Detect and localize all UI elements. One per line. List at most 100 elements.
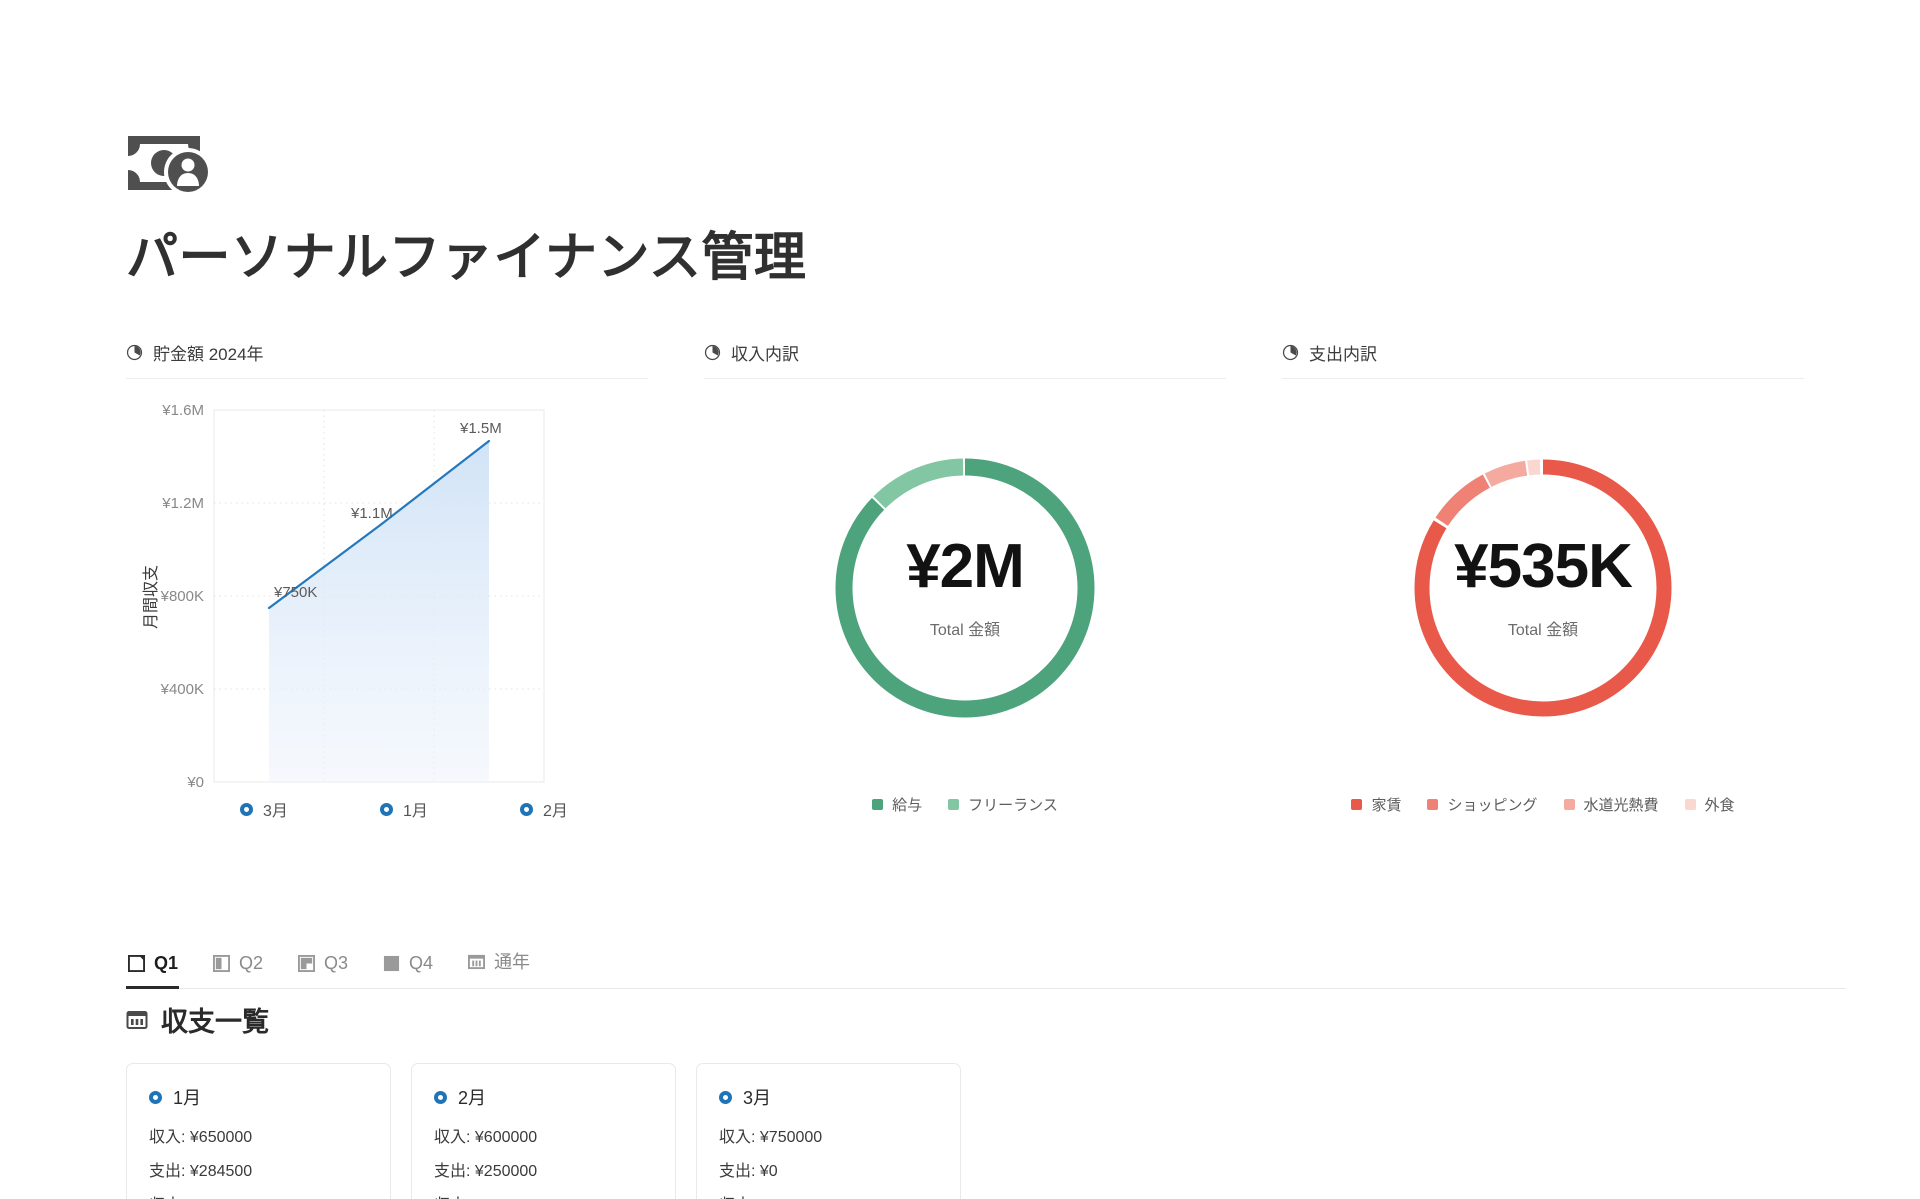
card-balance: 収支: ¥350000: [434, 1198, 653, 1199]
panel-income: 収入内訳 ¥2M Total 金額: [704, 340, 1226, 837]
tab-label: 通年: [494, 952, 531, 972]
panel-savings: 貯金額 2024年 ¥1.6M ¥1.2M ¥800K ¥400K ¥0 月間収…: [126, 340, 648, 837]
ring-marker-icon: [434, 1090, 447, 1104]
panel-expense: 支出内訳 ¥535K Total 金額: [1282, 340, 1804, 837]
panel-expense-header: 支出内訳: [1282, 340, 1804, 379]
legend-swatch-icon: [1563, 799, 1575, 810]
legend-item-rent[interactable]: 家賃: [1351, 794, 1401, 815]
legend-swatch-icon: [1427, 799, 1439, 810]
panel-income-header: 収入内訳: [704, 340, 1226, 379]
panel-income-title: 収入内訳: [731, 345, 799, 364]
legend-label: 家賃: [1371, 797, 1402, 814]
point-label: ¥1.5M: [459, 420, 502, 437]
ring-marker-icon: [240, 802, 253, 816]
legend-item-dining[interactable]: 外食: [1684, 794, 1735, 815]
line-chart-legend: 3月 1月 2月: [212, 797, 632, 821]
card-expense: 支出: ¥0: [719, 1163, 778, 1180]
monthly-cards: 1月 収入: ¥650000 支出: ¥284500 収支: ¥365500 2…: [126, 1063, 961, 1199]
list-item[interactable]: 2月 収入: ¥600000 支出: ¥250000 収支: ¥350000: [411, 1063, 676, 1199]
calendar-icon: [468, 953, 486, 970]
legend-item-utilities[interactable]: 水道光熱費: [1563, 794, 1659, 815]
clock-pie-icon: [126, 344, 143, 361]
y-axis-label: 月間収支: [142, 565, 160, 629]
panel-savings-title: 貯金額 2024年: [153, 345, 264, 364]
card-month: 2月: [458, 1088, 487, 1108]
legend-label: 1月: [403, 803, 428, 820]
ring-marker-icon: [380, 802, 393, 816]
list-item[interactable]: 3月 収入: ¥750000 支出: ¥0 収支: ¥750000: [696, 1063, 961, 1199]
ring-marker-icon: [520, 802, 533, 816]
transactions-section-title: 収支一覧: [126, 1000, 269, 1039]
quarter-1-icon: [128, 955, 145, 972]
legend-label: 給与: [892, 797, 923, 814]
expense-slice-rent: [1414, 459, 1672, 717]
series-line: [267, 439, 491, 610]
legend-swatch-icon: [1684, 799, 1696, 810]
calendar-grid-icon: [126, 1009, 148, 1031]
legend-item-freelance[interactable]: フリーランス: [948, 794, 1058, 815]
income-legend: 給与 フリーランス: [704, 794, 1226, 815]
panels-row: 貯金額 2024年 ¥1.6M ¥1.2M ¥800K ¥400K ¥0 月間収…: [126, 340, 1846, 837]
ytick-label: ¥800K: [160, 588, 204, 605]
card-month: 1月: [173, 1088, 202, 1108]
tab-q3[interactable]: Q3: [296, 953, 365, 988]
card-balance: 収支: ¥365500: [149, 1198, 368, 1199]
card-income: 収入: ¥650000: [149, 1129, 253, 1146]
page-header: パーソナルファイナンス管理: [126, 132, 806, 287]
ytick-label: ¥1.2M: [161, 495, 204, 512]
tab-q2[interactable]: Q2: [211, 953, 280, 988]
legend-item[interactable]: 2月: [492, 797, 632, 821]
expense-legend: 家賃 ショッピング 水道光熱費 外食: [1282, 794, 1804, 815]
legend-swatch-icon: [1351, 799, 1363, 810]
legend-swatch-icon: [948, 799, 960, 810]
tab-label: Q1: [154, 953, 179, 973]
card-balance: 収支: ¥750000: [719, 1198, 938, 1199]
legend-label: 2月: [543, 803, 568, 820]
panel-expense-title: 支出内訳: [1309, 345, 1377, 364]
ring-marker-icon: [149, 1090, 162, 1104]
money-person-icon: [126, 132, 224, 200]
clock-pie-icon: [704, 344, 721, 361]
legend-item[interactable]: 3月: [212, 797, 352, 821]
savings-line-chart: ¥1.6M ¥1.2M ¥800K ¥400K ¥0 月間収支: [126, 397, 648, 837]
point-label: ¥750K: [273, 584, 317, 601]
quarter-4-icon: [383, 955, 400, 972]
tab-label: Q3: [324, 953, 349, 973]
quarter-tabs: Q1 Q2 Q3: [126, 948, 1846, 989]
tab-label: Q2: [239, 953, 264, 973]
card-expense: 支出: ¥284500: [149, 1163, 253, 1180]
legend-item-shopping[interactable]: ショッピング: [1427, 794, 1538, 815]
legend-label: 3月: [263, 803, 288, 820]
card-income: 収入: ¥600000: [434, 1129, 538, 1146]
card-expense: 支出: ¥250000: [434, 1163, 538, 1180]
list-item[interactable]: 1月 収入: ¥650000 支出: ¥284500 収支: ¥365500: [126, 1063, 391, 1199]
card-header: 2月: [434, 1084, 653, 1110]
ytick-label: ¥400K: [160, 681, 204, 698]
legend-label: フリーランス: [968, 797, 1058, 814]
clock-pie-icon: [1282, 344, 1299, 361]
income-donut-chart: ¥2M Total 金額 給与 フリーランス: [704, 397, 1226, 837]
income-donut: ¥2M Total 金額: [822, 445, 1108, 731]
section-title-text: 収支一覧: [161, 1007, 269, 1037]
area-fill: [269, 441, 489, 782]
quarter-2-icon: [213, 955, 231, 972]
tab-label: Q4: [409, 953, 434, 973]
legend-item-salary[interactable]: 給与: [872, 794, 922, 815]
card-month: 3月: [743, 1088, 772, 1108]
quarter-3-icon: [298, 955, 316, 972]
legend-label: 外食: [1704, 797, 1735, 814]
point-label: ¥1.1M: [350, 505, 393, 522]
ytick-label: ¥1.6M: [161, 402, 204, 419]
tab-q1[interactable]: Q1: [126, 953, 195, 989]
tab-full-year[interactable]: 通年: [466, 948, 547, 988]
expense-donut: ¥535K Total 金額: [1400, 445, 1686, 731]
ring-marker-icon: [719, 1090, 732, 1104]
income-slice-salary: [835, 458, 1095, 718]
legend-label: 水道光熱費: [1583, 797, 1659, 814]
panel-savings-header: 貯金額 2024年: [126, 340, 648, 379]
expense-donut-chart: ¥535K Total 金額 家賃 ショッピング 水道光: [1282, 397, 1804, 837]
legend-swatch-icon: [872, 799, 884, 810]
tab-q4[interactable]: Q4: [381, 953, 450, 988]
legend-item[interactable]: 1月: [352, 797, 492, 821]
